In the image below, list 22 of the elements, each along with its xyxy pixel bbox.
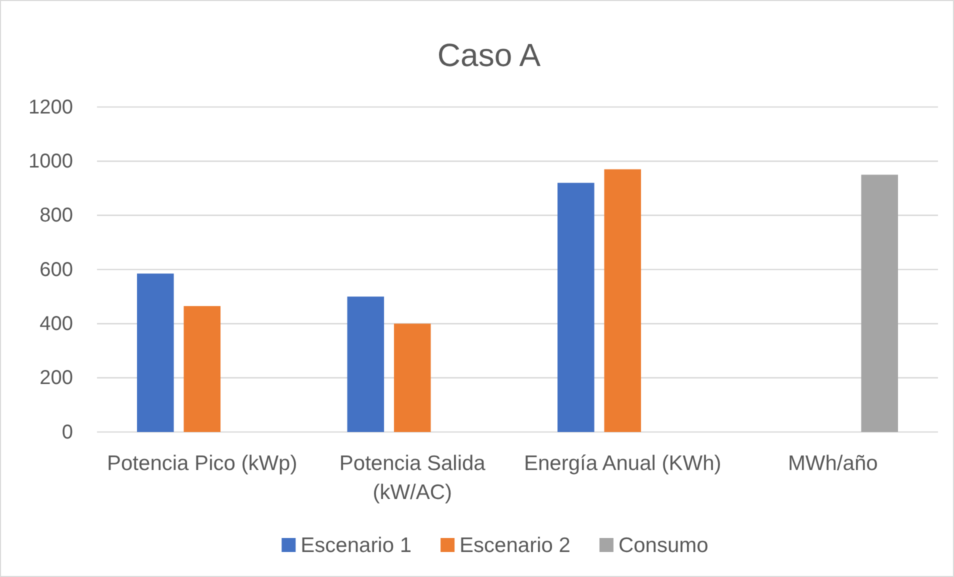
x-tick-label: MWh/año [788, 452, 878, 475]
y-tick-label: 200 [40, 367, 73, 390]
bar [347, 296, 384, 432]
y-tick-label: 0 [62, 421, 73, 444]
x-tick-label: Potencia Pico (kWp) [107, 452, 298, 475]
bar [184, 306, 221, 432]
legend-label: Consumo [618, 534, 708, 557]
chart-title: Caso A [437, 37, 542, 73]
x-tick-label: Energía Anual (KWh) [524, 452, 722, 475]
bar [137, 274, 174, 432]
bar [394, 324, 431, 432]
y-tick-label: 600 [40, 258, 73, 281]
y-tick-label: 1200 [28, 96, 73, 118]
bar [604, 169, 642, 432]
y-tick-label: 800 [40, 204, 73, 227]
y-tick-label: 400 [40, 313, 73, 336]
legend-label: Escenario 1 [300, 534, 412, 557]
x-tick-label: Potencia Salida (kW/AC) [339, 452, 486, 504]
legend-label: Escenario 2 [460, 534, 570, 557]
bar [861, 174, 898, 432]
y-tick-label: 1000 [28, 150, 73, 173]
bar [558, 182, 594, 432]
